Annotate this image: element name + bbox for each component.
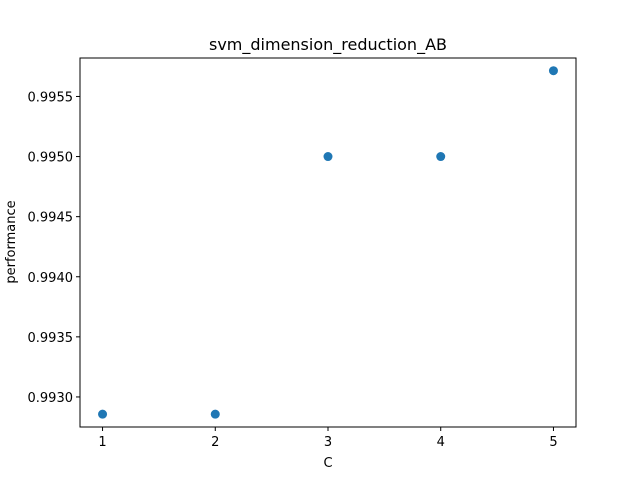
y-tick-label: 0.9930 (28, 391, 74, 406)
data-point (323, 152, 333, 162)
x-tick-label: 1 (98, 435, 106, 450)
y-tick-label: 0.9950 (28, 151, 74, 166)
y-tick-label: 0.9935 (28, 331, 74, 346)
data-point (210, 409, 220, 419)
x-tick-label: 3 (324, 435, 332, 450)
chart-title: svm_dimension_reduction_AB (209, 35, 447, 55)
x-tick-label: 5 (549, 435, 557, 450)
y-tick-label: 0.9955 (28, 90, 74, 105)
y-tick-label: 0.9940 (28, 271, 74, 286)
data-point (436, 152, 446, 162)
plot-area (98, 66, 558, 419)
y-axis-label: performance (4, 200, 19, 283)
y-tick-label: 0.9945 (28, 211, 74, 226)
x-axis-label: C (323, 456, 332, 471)
x-tick-label: 2 (211, 435, 219, 450)
x-axis: 1 2 3 4 5 (98, 427, 558, 450)
y-axis: 0.9930 0.9935 0.9940 0.9945 0.9950 0.9955 (28, 90, 80, 406)
data-point (548, 66, 558, 76)
data-point (98, 409, 108, 419)
x-tick-label: 4 (437, 435, 445, 450)
